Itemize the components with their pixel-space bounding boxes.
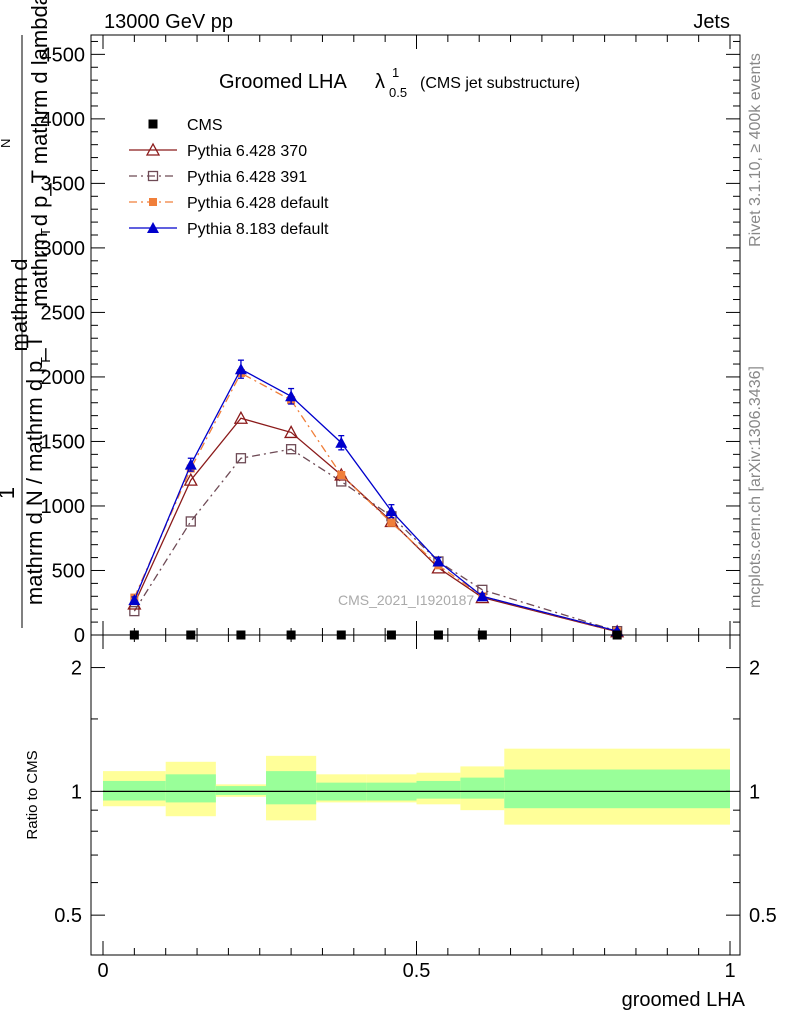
ylabel-denominator: mathrm d N / mathrm d p_T: [22, 335, 47, 605]
title-lambda: λ: [375, 71, 385, 93]
legend-marker: [147, 170, 159, 182]
data-point: [128, 594, 141, 606]
rivet-label: Rivet 3.1.10, ≥ 400k events: [747, 53, 764, 247]
watermark: CMS_2021_I1920187: [338, 592, 474, 608]
legend-entry: Pythia 6.428 default: [187, 195, 329, 212]
data-point: [185, 516, 196, 527]
ratio-y-tick-label-right: 1: [749, 781, 760, 803]
data-point: [233, 410, 249, 424]
data-point: [285, 390, 298, 402]
ylabel-sub-T-2: T: [38, 357, 53, 365]
ylabel-numerator-line2: mathrm d p_T mathrm d lambda: [27, 0, 52, 307]
x-tick-label: 1: [724, 960, 735, 982]
ratio-x-axis: 0 0.5 1: [97, 635, 736, 982]
title-superscript: 1: [392, 65, 399, 80]
ratio-y-tick-label: 2: [71, 658, 82, 680]
data-point: [234, 363, 247, 375]
ylabel-numerator-N: N: [0, 139, 13, 148]
ratio-band-inner: [504, 769, 730, 809]
y-tick-label: 3500: [41, 173, 86, 195]
data-point: [476, 590, 489, 602]
y-tick-label: 500: [52, 560, 85, 582]
ratio-y-tick-label-right: 2: [749, 658, 760, 680]
main-x-ticks: [102, 35, 731, 635]
legend-marker: [145, 142, 161, 156]
series-line: [133, 448, 618, 632]
y-tick-label: 3000: [41, 238, 86, 260]
ratio-band-inner: [266, 771, 317, 805]
series-line: [133, 372, 618, 633]
ratio-band-inner: [103, 780, 166, 801]
ratio-band-inner: [416, 780, 461, 799]
header-left: 13000 GeV pp: [104, 11, 233, 33]
y-tick-label: 0: [74, 625, 85, 647]
y-tick-label: 4000: [41, 109, 86, 131]
data-point: [337, 471, 346, 479]
y-tick-label: 1000: [41, 496, 86, 518]
legend-marker: [148, 119, 158, 129]
main-y-axis: 0 500 1000 1500 2000 2500 3000 3500 4000 4500: [41, 40, 740, 647]
x-tick-label: 0: [97, 960, 108, 982]
ratio-y-axis: 0.5 0.5 1 1 2 2: [54, 658, 777, 928]
ylabel-one: 1: [0, 487, 19, 499]
ratio-band-inner: [215, 786, 267, 795]
title-main: Groomed LHA: [219, 71, 347, 93]
ratio-y-tick-label: 0.5: [54, 905, 82, 927]
y-tick-label: 2000: [41, 367, 86, 389]
x-tick-label: 0.5: [403, 960, 431, 982]
x-axis-label: groomed LHA: [622, 989, 746, 1011]
data-point: [235, 453, 247, 464]
data-point: [387, 518, 396, 527]
data-point: [335, 436, 348, 448]
title-suffix: (CMS jet substructure): [420, 75, 580, 92]
chart-title: Groomed LHA λ 1 0.5 (CMS jet substructur…: [219, 65, 580, 100]
legend-entry: Pythia 6.428 370: [187, 143, 307, 160]
data-point: [184, 458, 197, 470]
ylabel-numerator-line1: mathrm d: [7, 259, 32, 352]
y-tick-label: 1500: [41, 431, 86, 453]
legend: CMS Pythia 6.428 370 Pythia 6.428 391 Pythi…: [129, 117, 329, 238]
data-point: [183, 472, 198, 486]
ratio-y-tick-label: 1: [71, 781, 82, 803]
data-point: [284, 425, 299, 439]
ratio-y-tick-label-right: 0.5: [749, 905, 777, 927]
y-tick-label: 2500: [41, 302, 86, 324]
legend-marker: [147, 222, 159, 233]
main-y-label: mathrm d N mathrm d p_T mathrm d lambda …: [0, 0, 53, 628]
title-subscript: 0.5: [389, 85, 407, 100]
series-layer: [127, 359, 625, 640]
header-right: Jets: [693, 11, 730, 33]
mcplots-label: mcplots.cern.ch [arXiv:1306.3436]: [747, 366, 764, 608]
ratio-plot-frame: [90, 634, 741, 956]
legend-marker: [149, 198, 157, 206]
data-point: [432, 555, 445, 567]
ratio-band-inner: [460, 777, 505, 799]
y-tick-label: 4500: [41, 44, 86, 66]
data-point: [385, 505, 398, 517]
legend-entry: Pythia 6.428 391: [187, 169, 307, 186]
ylabel-sub-T-1: T: [38, 228, 53, 236]
ratio-y-label: Ratio to CMS: [24, 750, 41, 839]
data-point: [285, 444, 297, 455]
data-point: [129, 605, 140, 617]
legend-entry: CMS: [187, 117, 223, 134]
ratio-bands: [103, 748, 730, 825]
legend-entry: Pythia 8.183 default: [187, 221, 329, 238]
ratio-band-inner: [165, 774, 216, 803]
series-pythia-8-183-default: [128, 359, 624, 637]
